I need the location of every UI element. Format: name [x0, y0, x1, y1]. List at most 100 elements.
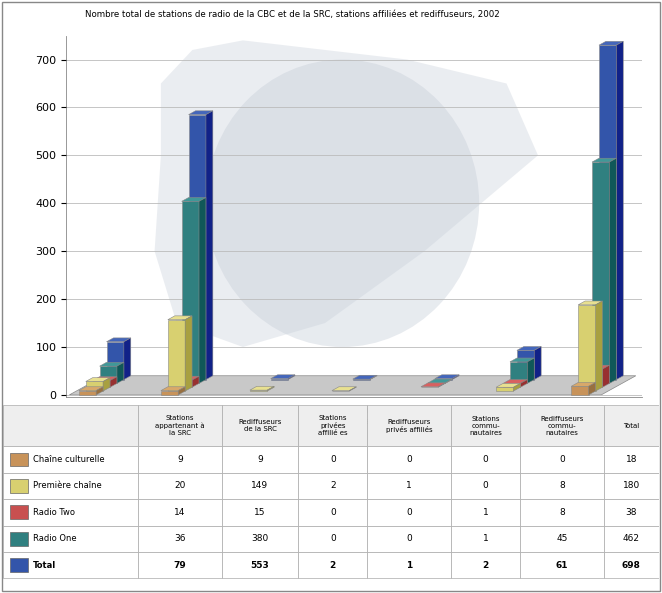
- Text: Stations
commu-
nautaires: Stations commu- nautaires: [469, 416, 502, 436]
- Bar: [10, 479, 28, 493]
- Text: 15: 15: [254, 508, 265, 517]
- Polygon shape: [446, 379, 452, 384]
- Bar: [3, 473, 138, 499]
- Bar: [10, 452, 28, 466]
- Text: Rediffuseurs
commu-
nautaires: Rediffuseurs commu- nautaires: [540, 416, 584, 436]
- Text: 0: 0: [406, 508, 412, 517]
- Polygon shape: [514, 384, 520, 391]
- Text: Chaîne culturelle: Chaîne culturelle: [33, 455, 105, 464]
- Polygon shape: [616, 42, 623, 380]
- Bar: [604, 525, 659, 552]
- Polygon shape: [332, 387, 356, 391]
- Bar: [451, 552, 520, 578]
- Bar: [298, 525, 367, 552]
- Text: 1: 1: [406, 560, 412, 570]
- Bar: [3, 446, 138, 473]
- Bar: [3, 525, 138, 552]
- Text: 0: 0: [483, 455, 489, 464]
- Bar: [451, 405, 520, 446]
- Bar: [3, 499, 138, 525]
- Bar: [161, 391, 178, 395]
- Bar: [93, 381, 110, 387]
- Bar: [298, 499, 367, 525]
- Polygon shape: [288, 375, 295, 380]
- Text: 36: 36: [174, 534, 185, 543]
- Text: 14: 14: [174, 508, 185, 517]
- Bar: [86, 381, 103, 391]
- Polygon shape: [206, 111, 213, 380]
- Text: Stations
appartenant à
la SRC: Stations appartenant à la SRC: [155, 415, 205, 436]
- Bar: [367, 405, 451, 446]
- Text: 2: 2: [483, 560, 489, 570]
- Bar: [181, 202, 199, 384]
- Bar: [107, 342, 124, 380]
- Bar: [167, 320, 185, 391]
- Polygon shape: [592, 158, 616, 162]
- Polygon shape: [178, 387, 185, 395]
- Polygon shape: [585, 365, 610, 369]
- Text: 180: 180: [623, 482, 640, 490]
- Text: Radio Two: Radio Two: [33, 508, 75, 517]
- Text: 0: 0: [483, 482, 489, 490]
- Bar: [298, 473, 367, 499]
- Text: Première chaîne: Première chaîne: [33, 482, 102, 490]
- Bar: [451, 446, 520, 473]
- Polygon shape: [250, 386, 274, 390]
- Bar: [298, 552, 367, 578]
- Polygon shape: [110, 377, 117, 387]
- Polygon shape: [189, 111, 213, 114]
- Polygon shape: [96, 387, 103, 395]
- Polygon shape: [503, 380, 528, 384]
- Text: 1: 1: [406, 482, 412, 490]
- Polygon shape: [599, 42, 623, 45]
- Bar: [367, 525, 451, 552]
- Polygon shape: [99, 362, 124, 366]
- Bar: [520, 499, 604, 525]
- Polygon shape: [155, 40, 538, 347]
- Bar: [604, 499, 659, 525]
- Polygon shape: [520, 380, 528, 387]
- Bar: [604, 446, 659, 473]
- Polygon shape: [528, 358, 534, 384]
- Text: 61: 61: [556, 560, 569, 570]
- Polygon shape: [199, 197, 206, 384]
- Text: 1: 1: [483, 534, 489, 543]
- Bar: [367, 552, 451, 578]
- Bar: [503, 384, 520, 387]
- Polygon shape: [271, 375, 295, 378]
- Bar: [138, 405, 222, 446]
- Polygon shape: [167, 316, 192, 320]
- Bar: [298, 405, 367, 446]
- Bar: [517, 350, 534, 380]
- Polygon shape: [181, 197, 206, 202]
- Text: Radio One: Radio One: [33, 534, 77, 543]
- Bar: [604, 405, 659, 446]
- Polygon shape: [510, 358, 534, 362]
- Bar: [271, 378, 288, 380]
- Bar: [79, 391, 96, 395]
- Text: 8: 8: [559, 508, 565, 517]
- Polygon shape: [107, 338, 131, 342]
- Text: Figure 6.2: Figure 6.2: [13, 10, 70, 20]
- Text: 149: 149: [252, 482, 269, 490]
- Bar: [10, 558, 28, 572]
- Bar: [585, 369, 602, 387]
- Bar: [138, 525, 222, 552]
- Bar: [138, 473, 222, 499]
- Text: Nombre total de stations de radio de la CBC et de la SRC, stations affiliées et : Nombre total de stations de radio de la …: [85, 10, 500, 20]
- Polygon shape: [421, 383, 446, 387]
- Text: 9: 9: [257, 455, 263, 464]
- Polygon shape: [438, 383, 446, 387]
- Text: 2: 2: [330, 482, 336, 490]
- Text: 2: 2: [330, 560, 336, 570]
- Bar: [520, 552, 604, 578]
- Bar: [222, 405, 298, 446]
- Polygon shape: [602, 365, 610, 387]
- Bar: [138, 552, 222, 578]
- Polygon shape: [350, 387, 356, 391]
- Bar: [599, 45, 616, 380]
- Bar: [592, 162, 610, 384]
- Text: 698: 698: [622, 560, 641, 570]
- Ellipse shape: [206, 59, 479, 347]
- Text: 0: 0: [330, 508, 336, 517]
